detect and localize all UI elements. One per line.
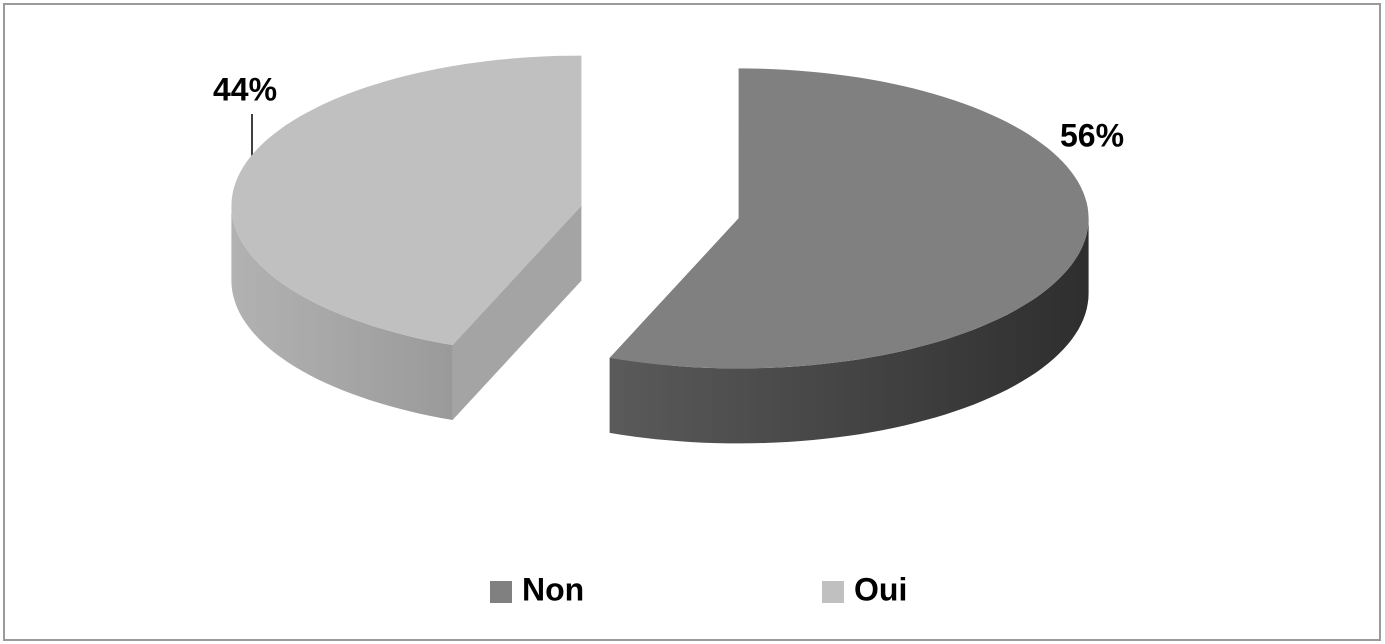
- legend-swatch: [822, 581, 844, 603]
- slice-side: [609, 218, 1089, 444]
- data-label: 44%: [213, 71, 277, 107]
- slice: [609, 68, 1089, 369]
- slice-side: [231, 205, 453, 420]
- data-label: 56%: [1060, 117, 1124, 153]
- slice: [231, 55, 582, 345]
- legend-swatch: [490, 581, 512, 603]
- legend-label: Non: [522, 571, 584, 607]
- slice-face: [452, 205, 582, 421]
- legend-label: Oui: [854, 571, 907, 607]
